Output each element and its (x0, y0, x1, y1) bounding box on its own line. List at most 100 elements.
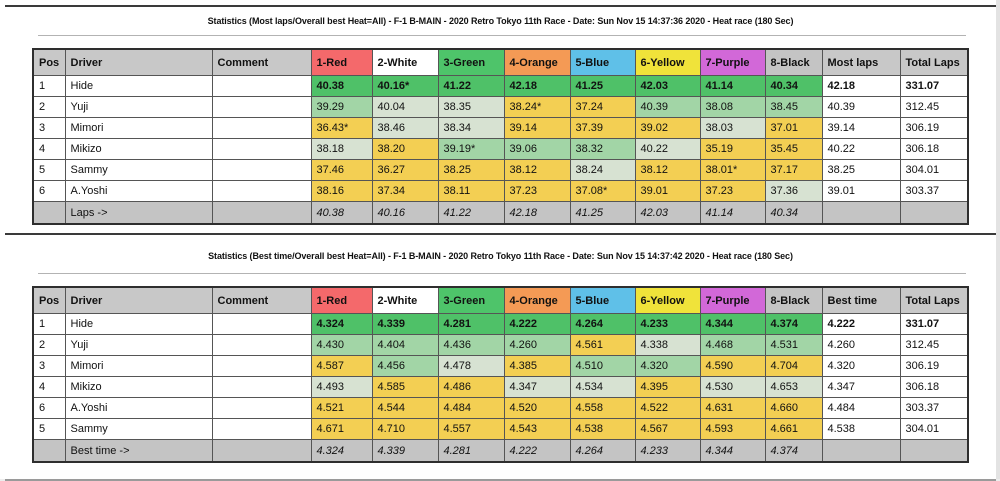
heat-time-cell: 39.19* (437, 138, 505, 160)
heat-time-cell: 4.522 (634, 397, 701, 419)
footer-value-cell: 4.233 (634, 439, 701, 463)
pos-cell: 3 (32, 355, 66, 377)
heat-time-cell: 35.45 (764, 138, 823, 160)
heat-time-cell: 4.339 (371, 313, 439, 335)
comment-cell (211, 418, 312, 440)
column-header-5-blue: 5-Blue (569, 286, 636, 314)
footer-value-cell: 4.281 (437, 439, 505, 463)
pos-cell: 5 (32, 418, 66, 440)
column-header-1-red: 1-Red (310, 48, 373, 76)
heat-time-cell: 4.534 (569, 376, 636, 398)
driver-row-sammy: 5 Sammy 4.671 4.710 4.557 4.543 4.538 4.567 4.59… (32, 418, 969, 440)
column-header-6-yellow: 6-Yellow (634, 286, 701, 314)
footer-value-cell: 4.344 (699, 439, 766, 463)
heat-time-cell: 37.23 (503, 180, 571, 202)
column-header-7-purple: 7-Purple (699, 286, 766, 314)
total-laps-cell: 312.45 (899, 96, 969, 118)
summary-cell: 39.01 (821, 180, 901, 202)
comment-cell (211, 96, 312, 118)
column-header-2-white: 2-White (371, 286, 439, 314)
heat-time-cell: 4.486 (437, 376, 505, 398)
footer-value-cell: 41.14 (699, 201, 766, 225)
heat-time-cell: 41.22 (437, 75, 505, 97)
heat-time-cell: 39.14 (503, 117, 571, 139)
heat-time-cell: 4.324 (310, 313, 373, 335)
column-header-1-red: 1-Red (310, 286, 373, 314)
pos-cell: 3 (32, 117, 66, 139)
summary-cell: 42.18 (821, 75, 901, 97)
header-row: Pos Driver Comment 1-Red 2-White 3-Green 4-Ora… (32, 48, 969, 76)
heat-time-cell: 40.04 (371, 96, 439, 118)
heat-time-cell: 38.08 (699, 96, 766, 118)
heat-time-cell: 4.561 (569, 334, 636, 356)
column-header-4-orange: 4-Orange (503, 48, 571, 76)
best-time-table: Pos Driver Comment 1-Red 2-White 3-Green 4-Ora… (32, 286, 969, 463)
driver-row-yuji: 2 Yuji 39.29 40.04 38.35 38.24* 37.24 40.39 38.0… (32, 96, 969, 118)
heat-time-cell: 36.43* (310, 117, 373, 139)
total-laps-cell: 306.19 (899, 117, 969, 139)
total-laps-cell: 306.19 (899, 355, 969, 377)
heat-time-cell: 37.01 (764, 117, 823, 139)
comment-cell (211, 117, 312, 139)
title-divider (38, 35, 966, 36)
footer-value-cell: 41.25 (569, 201, 636, 225)
heat-time-cell: 37.36 (764, 180, 823, 202)
footer-total-cell (899, 439, 969, 463)
heat-time-cell: 37.34 (371, 180, 439, 202)
heat-time-cell: 4.264 (569, 313, 636, 335)
footer-value-cell: 40.34 (764, 201, 823, 225)
column-header-most-laps: Most laps (821, 48, 901, 76)
most-laps-table: Pos Driver Comment 1-Red 2-White 3-Green 4-Ora… (32, 48, 969, 225)
comment-cell (211, 75, 312, 97)
comment-cell (211, 355, 312, 377)
heat-time-cell: 38.11 (437, 180, 505, 202)
column-header-pos: Pos (32, 48, 66, 76)
heat-time-cell: 39.02 (634, 117, 701, 139)
heat-time-cell: 4.222 (503, 313, 571, 335)
driver-row-mimori: 3 Mimori 36.43* 38.46 38.34 39.14 37.39 39.02 38… (32, 117, 969, 139)
total-laps-cell: 303.37 (899, 397, 969, 419)
column-header-pos: Pos (32, 286, 66, 314)
heat-time-cell: 38.12 (503, 159, 571, 181)
summary-cell: 4.260 (821, 334, 901, 356)
heat-time-cell: 36.27 (371, 159, 439, 181)
heat-time-cell: 4.593 (699, 418, 766, 440)
heat-time-cell: 38.16 (310, 180, 373, 202)
heat-time-cell: 4.468 (699, 334, 766, 356)
summary-cell: 4.222 (821, 313, 901, 335)
heat-time-cell: 38.18 (310, 138, 373, 160)
footer-value-cell: 4.339 (371, 439, 439, 463)
heat-time-cell: 4.478 (437, 355, 505, 377)
column-header-total-laps: Total Laps (899, 48, 969, 76)
column-header-driver: Driver (64, 286, 213, 314)
heat-time-cell: 4.585 (371, 376, 439, 398)
heat-time-cell: 38.24 (569, 159, 636, 181)
heat-time-cell: 4.493 (310, 376, 373, 398)
heat-time-cell: 4.484 (437, 397, 505, 419)
pos-cell: 6 (32, 180, 66, 202)
heat-time-cell: 4.530 (699, 376, 766, 398)
column-best-footer-row: Laps -> 40.38 40.16 41.22 42.18 41.25 42.03 41.… (32, 201, 969, 225)
heat-time-cell: 42.18 (503, 75, 571, 97)
total-laps-cell: 306.18 (899, 376, 969, 398)
heat-time-cell: 39.29 (310, 96, 373, 118)
heat-time-cell: 38.46 (371, 117, 439, 139)
total-laps-cell: 304.01 (899, 418, 969, 440)
driver-cell: Hide (64, 75, 213, 97)
heat-time-cell: 38.01* (699, 159, 766, 181)
summary-cell: 40.39 (821, 96, 901, 118)
heat-time-cell: 4.710 (371, 418, 439, 440)
summary-cell: 40.22 (821, 138, 901, 160)
heat-time-cell: 40.39 (634, 96, 701, 118)
pos-cell: 5 (32, 159, 66, 181)
heat-time-cell: 40.34 (764, 75, 823, 97)
summary-cell: 4.538 (821, 418, 901, 440)
total-laps-cell: 303.37 (899, 180, 969, 202)
heat-time-cell: 4.590 (699, 355, 766, 377)
heat-time-cell: 4.320 (634, 355, 701, 377)
column-header-6-yellow: 6-Yellow (634, 48, 701, 76)
pos-cell: 4 (32, 376, 66, 398)
heat-time-cell: 35.19 (699, 138, 766, 160)
heat-time-cell: 4.631 (699, 397, 766, 419)
column-header-2-white: 2-White (371, 48, 439, 76)
